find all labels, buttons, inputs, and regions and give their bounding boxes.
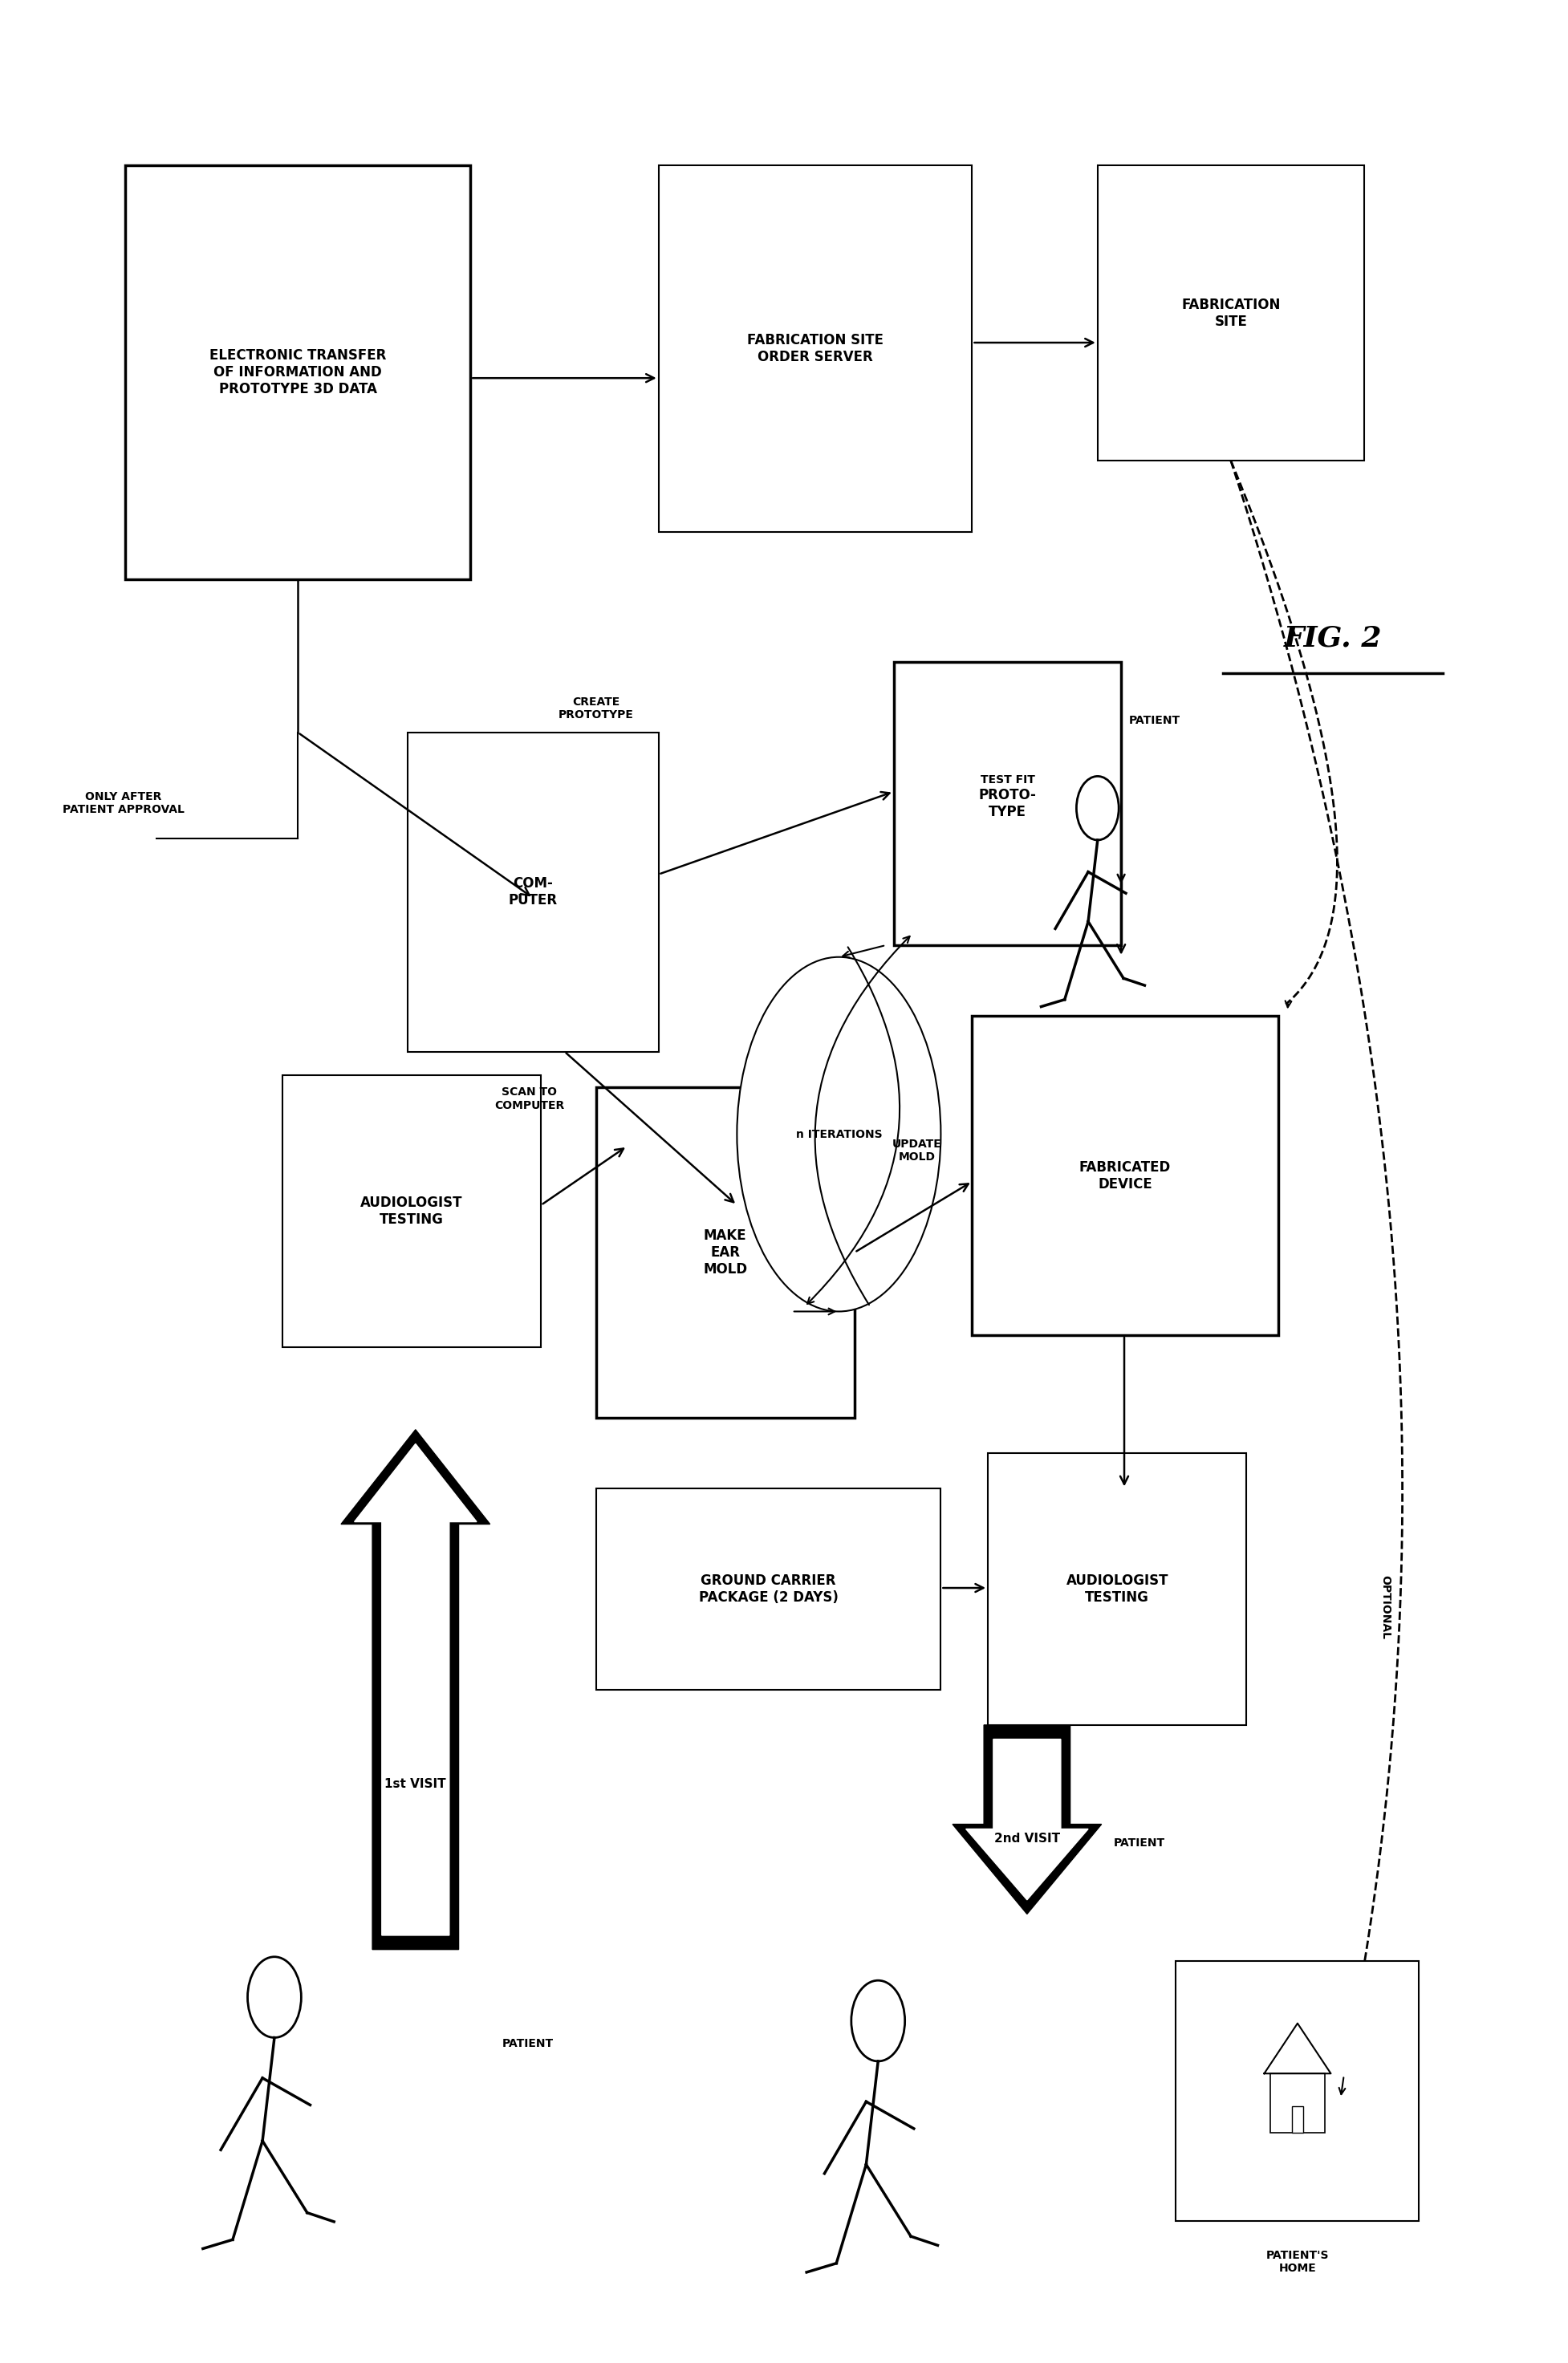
Text: PATIENT: PATIENT — [1129, 716, 1181, 725]
Text: AUDIOLOGIST
TESTING: AUDIOLOGIST TESTING — [1066, 1574, 1168, 1604]
Text: OPTIONAL: OPTIONAL — [1380, 1574, 1391, 1640]
Text: MAKE
EAR
MOLD: MAKE EAR MOLD — [702, 1229, 748, 1276]
FancyArrow shape — [354, 1444, 477, 1935]
Text: FABRICATION SITE
ORDER SERVER: FABRICATION SITE ORDER SERVER — [746, 333, 884, 364]
FancyArrow shape — [966, 1739, 1088, 1900]
Text: UPDATE
MOLD: UPDATE MOLD — [892, 1139, 942, 1163]
Bar — [659, 165, 972, 532]
Text: 1st VISIT: 1st VISIT — [384, 1777, 447, 1791]
Text: COM-
PUTER: COM- PUTER — [508, 877, 558, 907]
Bar — [282, 1075, 541, 1347]
Text: PATIENT: PATIENT — [1113, 1838, 1165, 1848]
Text: PATIENT: PATIENT — [502, 2039, 554, 2049]
Bar — [1292, 2105, 1303, 2131]
Bar — [894, 662, 1121, 945]
Bar — [596, 1489, 941, 1690]
Bar — [125, 165, 470, 579]
Text: ONLY AFTER
PATIENT APPROVAL: ONLY AFTER PATIENT APPROVAL — [63, 792, 185, 815]
Text: ELECTRONIC TRANSFER
OF INFORMATION AND
PROTOTYPE 3D DATA: ELECTRONIC TRANSFER OF INFORMATION AND P… — [210, 347, 386, 397]
Bar — [1270, 2075, 1325, 2131]
FancyArrow shape — [342, 1430, 489, 1949]
Bar — [408, 733, 659, 1052]
Text: FABRICATED
DEVICE: FABRICATED DEVICE — [1079, 1160, 1171, 1191]
FancyArrow shape — [952, 1725, 1101, 1914]
Text: 2nd VISIT: 2nd VISIT — [994, 1831, 1060, 1846]
Text: PROTO-
TYPE: PROTO- TYPE — [978, 787, 1036, 820]
Text: CREATE
PROTOTYPE: CREATE PROTOTYPE — [558, 697, 633, 721]
Text: TEST FIT: TEST FIT — [980, 775, 1035, 785]
Bar — [1176, 1961, 1419, 2221]
Bar — [972, 1016, 1278, 1335]
Text: AUDIOLOGIST
TESTING: AUDIOLOGIST TESTING — [361, 1196, 463, 1226]
Text: n ITERATIONS: n ITERATIONS — [795, 1130, 883, 1139]
Bar — [988, 1453, 1247, 1725]
Ellipse shape — [737, 957, 941, 1311]
Text: FIG. 2: FIG. 2 — [1284, 624, 1381, 652]
Text: GROUND CARRIER
PACKAGE (2 DAYS): GROUND CARRIER PACKAGE (2 DAYS) — [699, 1574, 837, 1604]
Text: FABRICATION
SITE: FABRICATION SITE — [1181, 298, 1281, 328]
Bar — [596, 1087, 855, 1418]
Bar — [1098, 165, 1364, 461]
Text: PATIENT'S
HOME: PATIENT'S HOME — [1265, 2250, 1330, 2273]
Text: SCAN TO
COMPUTER: SCAN TO COMPUTER — [494, 1087, 564, 1111]
